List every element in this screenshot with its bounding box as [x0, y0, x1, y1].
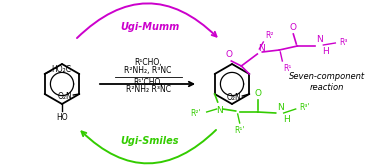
Text: Ugi-Mumm: Ugi-Mumm	[120, 22, 180, 32]
Text: N: N	[216, 106, 223, 115]
Text: HO: HO	[56, 113, 68, 122]
Text: R¹: R¹	[284, 64, 292, 73]
Text: O₂N: O₂N	[57, 92, 72, 100]
Text: R²: R²	[265, 31, 274, 40]
Text: Seven-component
reaction: Seven-component reaction	[289, 72, 365, 92]
Text: N: N	[277, 103, 284, 112]
Text: H: H	[283, 115, 290, 123]
Text: O: O	[254, 89, 261, 98]
Text: R³: R³	[339, 37, 348, 47]
Text: O: O	[226, 50, 233, 59]
Text: R¹'CHO,: R¹'CHO,	[133, 77, 163, 87]
Text: R²NH₂, R³NC: R²NH₂, R³NC	[124, 67, 172, 75]
Text: H: H	[322, 47, 329, 55]
Text: R³': R³'	[300, 103, 310, 113]
Text: R²NH₂ R³NC: R²NH₂ R³NC	[125, 86, 170, 94]
Text: O₂N: O₂N	[226, 93, 241, 101]
Text: N: N	[316, 35, 323, 44]
Text: R¹': R¹'	[234, 126, 245, 135]
Text: O: O	[290, 23, 297, 32]
Text: Ugi-Smiles: Ugi-Smiles	[121, 136, 179, 146]
Text: HO₂C: HO₂C	[52, 66, 72, 74]
Text: R¹CHO,: R¹CHO,	[134, 58, 162, 68]
Text: N: N	[258, 44, 265, 53]
Text: R²': R²'	[190, 110, 201, 118]
